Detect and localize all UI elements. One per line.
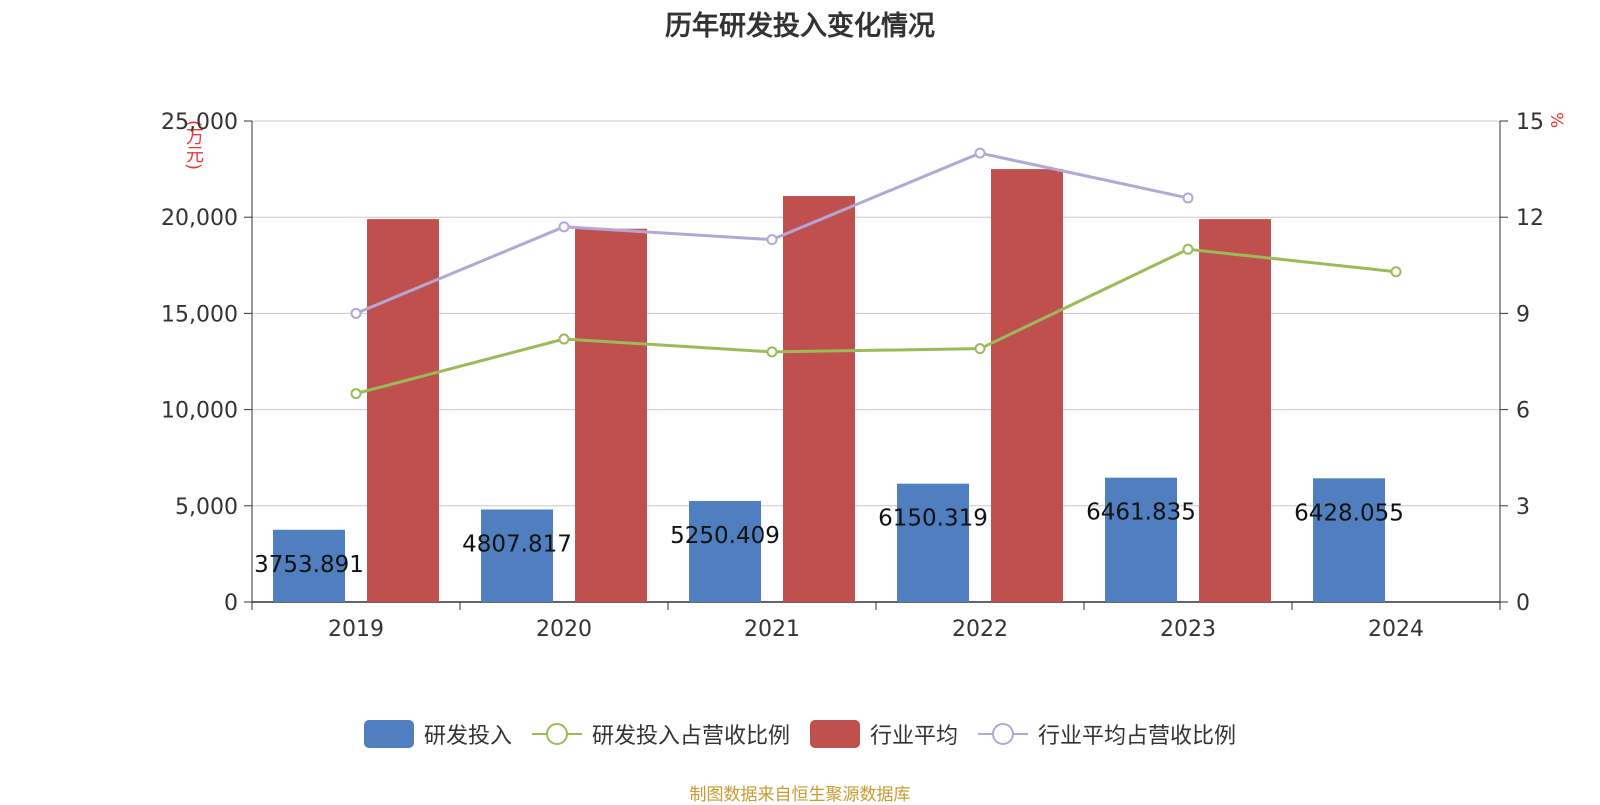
bar-industry	[991, 169, 1063, 602]
legend-label-rd-ratio: 研发投入占营收比例	[591, 724, 790, 749]
data-source-note: 制图数据来自恒生聚源数据库	[689, 785, 911, 805]
data-label-rd: 4807.817	[462, 531, 572, 557]
data-label-rd: 5250.409	[670, 523, 780, 549]
series-rd-ratio-point	[1390, 266, 1402, 278]
y-right-tick-label: 9	[1516, 302, 1530, 327]
series-rd-ratio-point	[558, 333, 570, 345]
y-left-tick-label: 15,000	[161, 302, 238, 327]
y-right-tick-label: 15	[1516, 110, 1544, 135]
bar-industry	[575, 228, 647, 602]
y-left-unit-label: (万元)	[183, 120, 204, 171]
data-label-rd: 3753.891	[254, 552, 364, 578]
data-label-rd: 6428.055	[1294, 500, 1404, 526]
series-rd-ratio-point	[350, 388, 362, 400]
y-left-tick-label: 5,000	[175, 495, 238, 520]
bar-rd	[481, 509, 553, 602]
bar-industry	[1199, 219, 1271, 602]
legend-label-rd: 研发投入	[423, 724, 512, 749]
legend-swatch-rd	[363, 720, 414, 748]
data-label-rd: 6150.319	[878, 506, 988, 532]
x-tick-label: 2024	[1368, 617, 1424, 642]
legend-label-industry: 行业平均	[870, 724, 959, 749]
y-left-tick-label: 10,000	[161, 399, 238, 424]
bar-rd	[1105, 477, 1177, 602]
legend-swatch-industry	[810, 720, 860, 748]
chart-legend: 研发投入 研发投入占营收比例 行业平均 行业平均占营收比例	[0, 718, 1600, 750]
series-industry-ratio-point	[1182, 192, 1194, 204]
y-left-tick-label: 0	[224, 591, 238, 616]
legend-item-industry-ratio[interactable]: 行业平均占营收比例	[978, 718, 1236, 750]
legend-swatch-rd-ratio	[531, 723, 582, 745]
x-tick-label: 2021	[744, 617, 800, 642]
bar-rd	[273, 529, 345, 602]
series-industry-ratio-point	[350, 307, 362, 319]
bar-rd	[1313, 478, 1385, 602]
x-tick-label: 2022	[952, 617, 1008, 642]
data-label-rd: 6461.835	[1086, 500, 1196, 526]
legend-label-industry-ratio: 行业平均占营收比例	[1038, 724, 1237, 749]
x-tick-label: 2020	[536, 617, 592, 642]
bar-industry	[783, 196, 855, 602]
x-tick-label: 2023	[1160, 617, 1216, 642]
series-industry-ratio-line	[355, 151, 1189, 315]
legend-swatch-industry-ratio	[978, 723, 1029, 745]
bar-rd	[689, 500, 761, 602]
legend-item-industry[interactable]: 行业平均	[810, 718, 958, 750]
series-rd-ratio-point	[1182, 243, 1194, 255]
series-industry-ratio-point	[558, 221, 570, 233]
y-right-tick-label: 0	[1516, 591, 1530, 616]
series-industry-ratio-point	[974, 147, 986, 159]
legend-item-rd[interactable]: 研发投入	[363, 718, 512, 750]
series-rd-ratio-point	[974, 343, 986, 355]
bar-industry	[367, 219, 439, 602]
series-industry-ratio-point	[766, 234, 778, 246]
y-right-tick-label: 6	[1516, 399, 1530, 424]
y-left-tick-label: 20,000	[161, 206, 238, 231]
series-rd-ratio-point	[766, 346, 778, 358]
y-left-tick-label: 25,000	[161, 110, 238, 135]
x-tick-label: 2019	[328, 617, 384, 642]
y-right-tick-label: 3	[1516, 495, 1530, 520]
legend-item-rd-ratio[interactable]: 研发投入占营收比例	[531, 718, 790, 750]
series-rd-ratio-line	[355, 247, 1397, 396]
bar-rd	[897, 483, 969, 602]
chart-title: 历年研发投入变化情况	[665, 11, 935, 42]
y-right-tick-label: 12	[1516, 206, 1544, 231]
